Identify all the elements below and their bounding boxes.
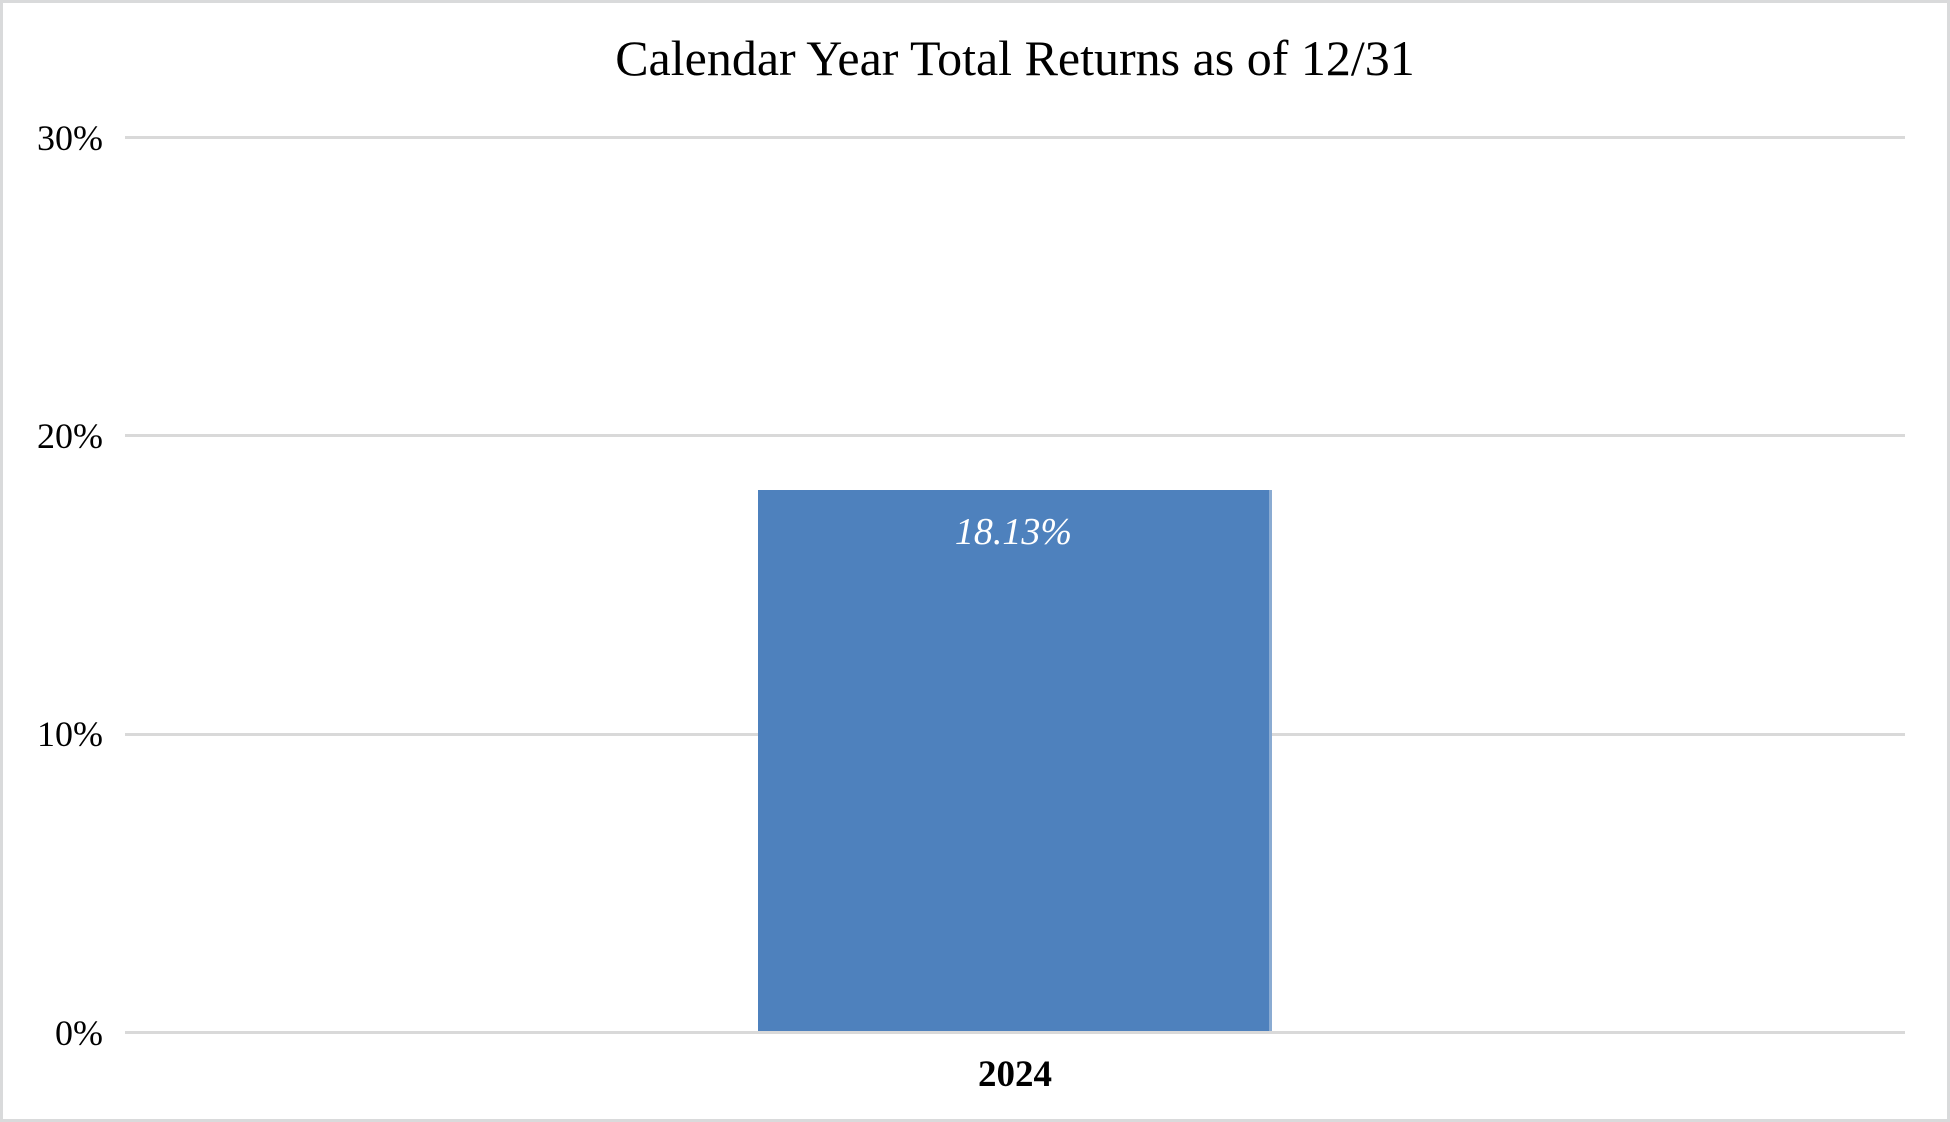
plot-area: 18.13% — [125, 136, 1905, 1034]
bar-2024: 18.13% — [757, 490, 1273, 1031]
x-category-label: 2024 — [978, 1054, 1052, 1095]
bar-data-label: 18.13% — [954, 511, 1073, 554]
chart-title: Calendar Year Total Returns as of 12/31 — [615, 30, 1415, 86]
y-tick-label: 30% — [37, 117, 103, 158]
gridline — [125, 136, 1905, 139]
gridline — [125, 434, 1905, 438]
gridline — [125, 1031, 1905, 1034]
y-tick-label: 20% — [37, 415, 103, 456]
y-tick-label: 0% — [55, 1012, 103, 1053]
y-tick-label: 10% — [37, 714, 103, 755]
